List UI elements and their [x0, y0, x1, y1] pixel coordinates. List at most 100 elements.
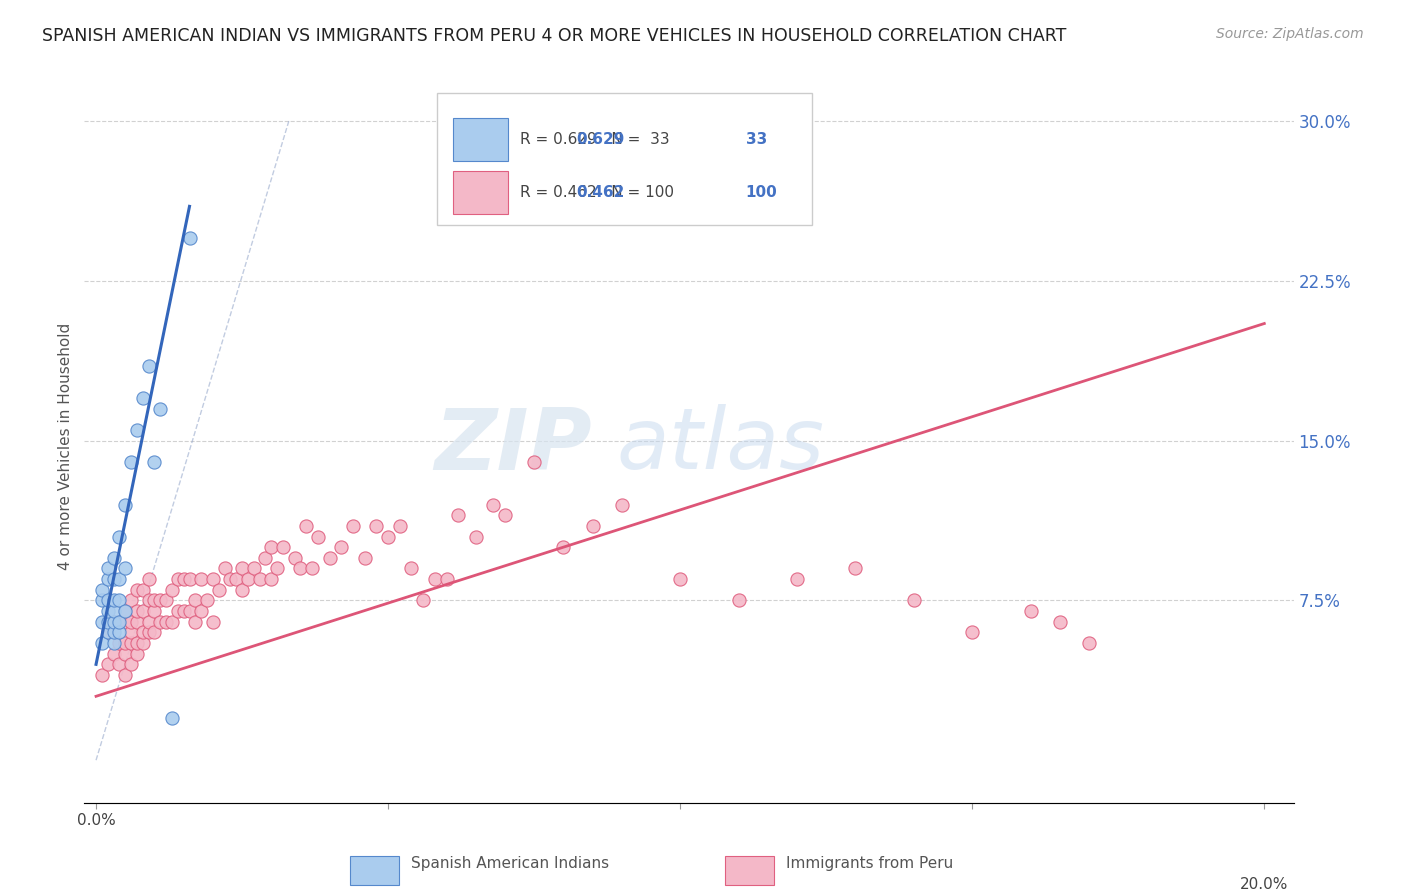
Point — [90, 615, 112, 629]
Point — [114, 668, 136, 682]
Point — [103, 593, 125, 607]
Point — [97, 615, 120, 629]
Point — [166, 604, 188, 618]
Point — [242, 561, 264, 575]
Point — [103, 604, 125, 618]
Point — [160, 615, 183, 629]
Text: 0.462: 0.462 — [576, 186, 624, 200]
Point — [523, 455, 546, 469]
Point — [179, 572, 201, 586]
Point — [610, 498, 633, 512]
Point — [249, 572, 271, 586]
Point — [436, 572, 458, 586]
Point — [108, 593, 131, 607]
Point — [149, 593, 172, 607]
Point — [553, 540, 575, 554]
FancyBboxPatch shape — [437, 93, 813, 225]
Point — [412, 593, 434, 607]
Text: R = 0.629   N =  33: R = 0.629 N = 33 — [520, 132, 669, 146]
Point — [97, 657, 120, 672]
Point — [307, 529, 329, 543]
Point — [103, 615, 125, 629]
Text: Spanish American Indians: Spanish American Indians — [411, 856, 609, 871]
Point — [155, 593, 177, 607]
Point — [108, 615, 131, 629]
Point — [149, 401, 172, 416]
Point — [266, 561, 288, 575]
Point — [318, 550, 340, 565]
Point — [377, 529, 399, 543]
Point — [1049, 615, 1071, 629]
Point — [120, 455, 142, 469]
Point — [179, 604, 201, 618]
Point — [125, 582, 148, 597]
Point — [114, 636, 136, 650]
Point — [125, 647, 148, 661]
Point — [114, 498, 136, 512]
Point — [160, 710, 183, 724]
Point — [225, 572, 247, 586]
Point — [103, 572, 125, 586]
Point — [190, 572, 212, 586]
Point — [581, 519, 603, 533]
Point — [366, 519, 388, 533]
Point — [103, 636, 125, 650]
Point — [108, 572, 131, 586]
Point — [219, 572, 242, 586]
Point — [301, 561, 323, 575]
Point — [447, 508, 470, 523]
Text: 20.0%: 20.0% — [1240, 878, 1288, 892]
Point — [108, 625, 131, 640]
Point — [1078, 636, 1101, 650]
Point — [271, 540, 294, 554]
Point — [342, 519, 364, 533]
Point — [214, 561, 236, 575]
Point — [727, 593, 749, 607]
Point — [184, 593, 207, 607]
Point — [125, 615, 148, 629]
Point — [138, 593, 160, 607]
Point — [786, 572, 808, 586]
Point — [108, 529, 131, 543]
Point — [190, 604, 212, 618]
Point — [464, 529, 486, 543]
Bar — [453, 171, 508, 214]
Point — [120, 657, 142, 672]
Point — [388, 519, 411, 533]
Point — [195, 593, 218, 607]
Point — [132, 582, 155, 597]
Point — [103, 550, 125, 565]
Point — [114, 561, 136, 575]
Point — [125, 636, 148, 650]
Point — [295, 519, 318, 533]
Point — [108, 636, 131, 650]
Point — [166, 572, 188, 586]
Point — [1019, 604, 1042, 618]
Point — [423, 572, 446, 586]
Point — [132, 636, 155, 650]
Text: Immigrants from Peru: Immigrants from Peru — [786, 856, 953, 871]
Point — [120, 593, 142, 607]
Point — [97, 625, 120, 640]
Point — [903, 593, 925, 607]
Point — [138, 359, 160, 373]
Text: Source: ZipAtlas.com: Source: ZipAtlas.com — [1216, 27, 1364, 41]
Point — [132, 604, 155, 618]
Point — [330, 540, 353, 554]
Point — [103, 647, 125, 661]
Point — [120, 615, 142, 629]
Point — [97, 604, 120, 618]
Point — [90, 593, 112, 607]
Point — [125, 423, 148, 437]
Point — [401, 561, 423, 575]
Point — [173, 572, 195, 586]
Point — [494, 508, 516, 523]
Point — [143, 604, 166, 618]
Point — [160, 582, 183, 597]
Point — [143, 625, 166, 640]
Point — [138, 615, 160, 629]
Point — [201, 615, 224, 629]
Point — [260, 540, 283, 554]
Text: R = 0.462   N = 100: R = 0.462 N = 100 — [520, 186, 673, 200]
Text: 0.629: 0.629 — [576, 132, 624, 146]
